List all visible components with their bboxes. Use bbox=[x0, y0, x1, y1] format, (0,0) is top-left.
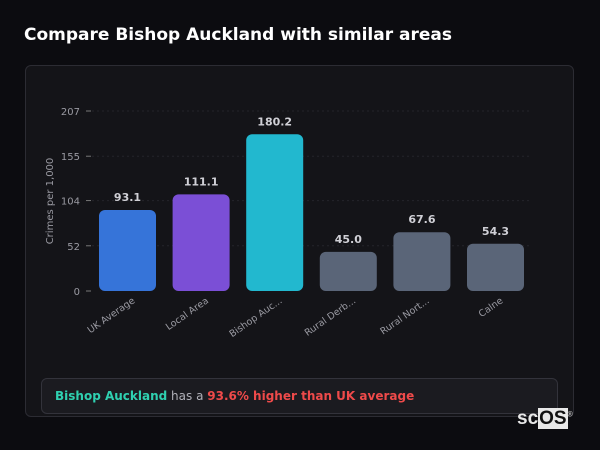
bar bbox=[246, 134, 304, 291]
page-title: Compare Bishop Auckland with similar are… bbox=[24, 25, 452, 45]
y-tick-label: 52 bbox=[67, 242, 80, 253]
y-tick-label: 0 bbox=[74, 287, 80, 298]
x-tick-label: Bishop Auc... bbox=[227, 295, 284, 339]
bar bbox=[393, 232, 451, 291]
bar-value-label: 67.6 bbox=[408, 213, 435, 226]
bar bbox=[467, 243, 524, 291]
y-tick-label: 207 bbox=[61, 107, 80, 118]
bar-value-label: 180.2 bbox=[257, 115, 292, 128]
bar bbox=[172, 194, 230, 291]
bar bbox=[319, 251, 377, 291]
y-axis-label: Crimes per 1,000 bbox=[45, 158, 56, 245]
x-tick-label: Local Area bbox=[164, 295, 211, 332]
x-tick-label: UK Average bbox=[86, 295, 138, 336]
banner-place: Bishop Auckland bbox=[55, 389, 168, 403]
bar-value-label: 54.3 bbox=[482, 225, 509, 238]
banner-highlight: 93.6% higher than UK average bbox=[207, 389, 415, 403]
bar-value-label: 45.0 bbox=[335, 233, 362, 246]
y-tick-label: 155 bbox=[61, 152, 80, 163]
bar-value-label: 93.1 bbox=[114, 191, 141, 204]
comparison-banner: Bishop Auckland has a 93.6% higher than … bbox=[41, 378, 558, 414]
banner-text: has a bbox=[167, 389, 208, 403]
x-tick-label: Calne bbox=[477, 295, 506, 320]
scos-logo: scOS® bbox=[517, 408, 573, 429]
x-tick-label: Rural Derb... bbox=[303, 295, 358, 338]
bar-value-label: 111.1 bbox=[184, 175, 219, 188]
x-tick-label: Rural Nort... bbox=[378, 295, 431, 337]
y-tick-label: 104 bbox=[61, 197, 80, 208]
bar bbox=[99, 210, 156, 291]
